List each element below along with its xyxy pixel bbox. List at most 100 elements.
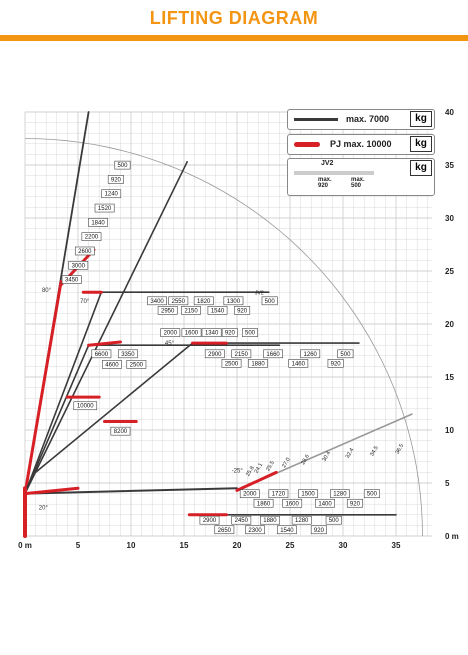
boom-segment (24, 487, 238, 495)
load-value: 2500 (225, 361, 239, 367)
load-value-box (276, 525, 297, 535)
load-value-box (261, 296, 278, 306)
legend-main-label: max. 7000 (346, 114, 390, 124)
load-value: 8200 (114, 429, 128, 435)
load-value-box (260, 515, 280, 525)
boom-segment (87, 340, 122, 347)
load-value-box (221, 328, 238, 337)
load-value-box (193, 296, 214, 306)
load-value: 1520 (98, 206, 112, 212)
load-value: 3450 (65, 278, 79, 284)
load-value: 2300 (248, 528, 262, 534)
legend-main-swatch (294, 118, 338, 121)
load-value-box (221, 359, 242, 368)
reach-value: 32.4 (345, 447, 356, 459)
load-value: 920 (314, 528, 325, 534)
load-value-box (107, 175, 124, 184)
reach-value: 25.5 (265, 460, 276, 472)
title-underline (0, 35, 468, 41)
load-value-box (110, 426, 131, 436)
load-value: 920 (111, 177, 122, 183)
load-value: 1540 (280, 528, 294, 534)
load-value-box (245, 525, 265, 535)
legend-jv2: JV2 max. 920 max. 500 kg (287, 158, 435, 196)
x-tick-label: 20 (233, 541, 242, 550)
reach-arc (24, 138, 423, 537)
legend-pj-label: PJ max. 10000 (330, 139, 392, 149)
load-value-box (73, 401, 98, 411)
load-value: 2200 (85, 235, 99, 241)
legend-jv2-swatch (294, 171, 374, 175)
load-value-box (199, 515, 220, 525)
boom-lines (23, 111, 413, 538)
legend-jv2-unit: kg (410, 160, 432, 176)
load-value-box (282, 498, 303, 508)
load-value: 2550 (172, 299, 186, 305)
angle-label: 70° (80, 299, 90, 305)
load-value: 4600 (105, 362, 119, 368)
load-value: 1280 (333, 492, 347, 498)
angle-label: 45° (165, 341, 175, 347)
load-value-box (61, 275, 82, 284)
load-value-box (298, 489, 318, 499)
x-tick-label: 5 (76, 541, 81, 550)
load-value-box (160, 328, 181, 337)
load-value-box (288, 359, 309, 368)
load-value-box (207, 306, 228, 315)
load-value-box (346, 498, 363, 508)
load-value: 2150 (184, 308, 198, 314)
boom-segment (24, 291, 103, 495)
load-value-box (231, 349, 252, 359)
x-tick-label: 10 (127, 541, 136, 550)
angle-label: 20° (39, 506, 49, 512)
reach-value: 25.8 (245, 465, 256, 477)
load-value-box (157, 306, 178, 315)
boom-segment (24, 344, 90, 495)
x-tick-label: 30 (339, 541, 348, 550)
y-tick-label: 30 (445, 214, 454, 223)
load-value-box (329, 489, 350, 499)
boom-segment (23, 486, 80, 496)
y-tick-label: 40 (445, 108, 454, 117)
load-value: 1840 (91, 220, 105, 226)
load-value-box (363, 489, 380, 499)
load-value: 920 (331, 361, 342, 367)
load-value-box (300, 349, 321, 359)
load-value-box (74, 246, 95, 256)
load-value-box (242, 328, 259, 337)
load-value-box (231, 515, 252, 525)
jv2-label: JV2 (255, 290, 264, 296)
y-tick-label: 10 (445, 426, 454, 435)
load-value-box (68, 260, 89, 270)
load-value: 1820 (197, 299, 211, 305)
load-value-box (315, 498, 335, 508)
load-value: 2650 (218, 528, 232, 534)
y-tick-label: 25 (445, 267, 454, 276)
load-value: 2900 (203, 518, 217, 524)
y-tick-label: 0 m (445, 532, 459, 541)
load-value: 1260 (304, 352, 318, 358)
load-value-box (91, 349, 112, 359)
legend-main: max. 7000 kg (287, 109, 435, 130)
y-tick-label: 15 (445, 373, 454, 382)
load-value: 2000 (164, 331, 178, 337)
load-value: 3400 (150, 299, 164, 305)
reach-value: 36.5 (395, 443, 406, 455)
reach-value: 24.1 (254, 462, 265, 474)
load-value: 920 (237, 308, 248, 314)
load-value: 1400 (318, 501, 332, 507)
load-value-box (114, 160, 131, 170)
x-tick-label: 0 m (18, 541, 32, 550)
load-value-box (214, 525, 235, 535)
diagram-title: LIFTING DIAGRAM (149, 8, 319, 28)
legend-pj-unit: kg (410, 136, 432, 152)
load-value: 920 (350, 501, 361, 507)
load-value: 6600 (95, 352, 109, 358)
load-value-box (268, 489, 289, 499)
load-value-box (94, 203, 115, 213)
load-value: 1460 (292, 361, 306, 367)
load-value: 1280 (295, 518, 309, 524)
x-tick-label: 35 (392, 541, 401, 550)
legend-main-unit: kg (410, 111, 432, 127)
